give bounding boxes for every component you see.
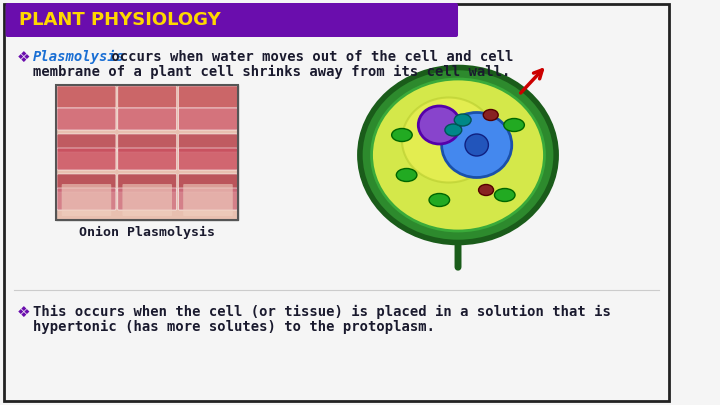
Bar [56,85,238,220]
FancyBboxPatch shape [179,134,238,152]
FancyBboxPatch shape [57,188,116,210]
FancyBboxPatch shape [179,86,238,108]
FancyBboxPatch shape [118,148,176,170]
FancyBboxPatch shape [179,188,238,210]
Ellipse shape [360,68,556,243]
FancyBboxPatch shape [118,108,176,130]
Ellipse shape [418,106,460,144]
FancyBboxPatch shape [118,86,176,108]
FancyBboxPatch shape [118,188,176,210]
FancyBboxPatch shape [118,134,176,152]
Ellipse shape [495,188,515,202]
FancyBboxPatch shape [57,86,116,108]
FancyBboxPatch shape [57,148,116,170]
Ellipse shape [445,124,462,136]
Text: This occurs when the cell (or tissue) is placed in a solution that is: This occurs when the cell (or tissue) is… [32,305,611,319]
Ellipse shape [465,134,488,156]
FancyBboxPatch shape [179,108,238,130]
Ellipse shape [429,194,449,207]
Text: ❖: ❖ [17,49,30,64]
Bar [56,85,238,220]
Ellipse shape [441,113,512,177]
Text: hypertonic (has more solutes) to the protoplasm.: hypertonic (has more solutes) to the pro… [32,320,435,334]
Text: Onion Plasmolysis: Onion Plasmolysis [79,226,215,239]
Ellipse shape [396,168,417,181]
Text: ❖: ❖ [17,305,30,320]
Ellipse shape [402,98,495,183]
Text: occurs when water moves out of the cell and cell: occurs when water moves out of the cell … [103,50,513,64]
Text: Plasmolysis: Plasmolysis [32,50,125,64]
Ellipse shape [504,119,524,132]
FancyArrowPatch shape [521,70,542,93]
FancyBboxPatch shape [57,134,116,152]
FancyBboxPatch shape [183,184,233,216]
FancyBboxPatch shape [57,108,116,130]
Text: PLANT PHYSIOLOGY: PLANT PHYSIOLOGY [19,11,220,29]
FancyBboxPatch shape [179,174,238,192]
FancyBboxPatch shape [122,184,172,216]
FancyBboxPatch shape [6,3,458,37]
FancyBboxPatch shape [57,174,116,192]
FancyBboxPatch shape [179,148,238,170]
FancyBboxPatch shape [62,184,111,216]
FancyBboxPatch shape [118,174,176,192]
Ellipse shape [454,114,471,126]
Ellipse shape [372,79,544,231]
Ellipse shape [392,128,413,141]
Ellipse shape [479,185,493,196]
FancyBboxPatch shape [4,4,670,401]
Text: membrane of a plant cell shrinks away from its cell wall.: membrane of a plant cell shrinks away fr… [32,65,510,79]
Ellipse shape [483,109,498,121]
